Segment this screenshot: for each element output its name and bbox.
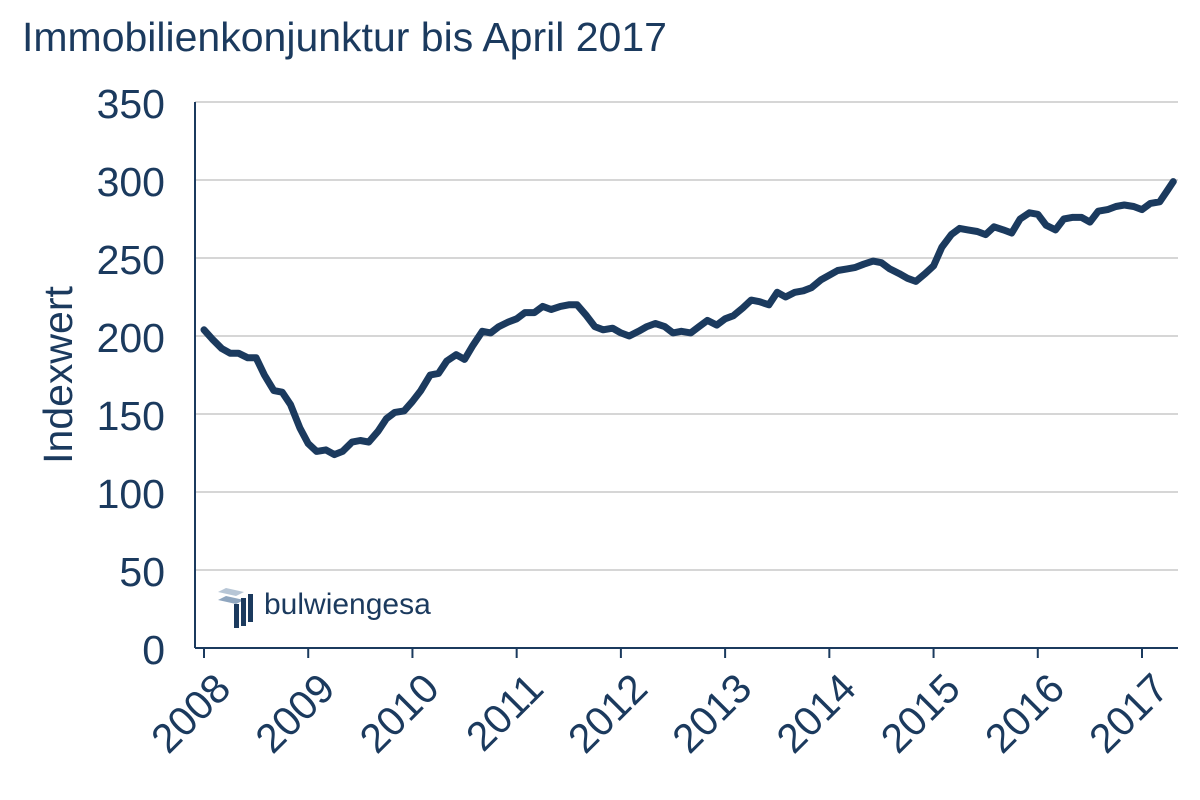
bulwiengesa-logo-icon (218, 588, 253, 628)
series-line (200, 178, 1177, 459)
logo-text: bulwiengesa (264, 588, 431, 621)
y-tick-label: 200 (97, 315, 165, 361)
axes (194, 102, 1178, 658)
x-tick-label: 2009 (246, 665, 343, 762)
y-tick-label: 350 (97, 81, 165, 127)
grid-lines (195, 101, 1178, 571)
x-tick-label: 2014 (768, 665, 865, 762)
brand-logo: bulwiengesa (216, 586, 431, 628)
x-tick-label: 2012 (559, 665, 656, 762)
x-tick-label: 2016 (976, 665, 1073, 762)
x-tick-labels: 2008 2009 2010 2011 2012 2013 2014 2015 2016 2017 (142, 665, 1177, 762)
y-tick-label: 50 (119, 549, 165, 595)
x-tick-label: 2010 (351, 665, 448, 762)
data-series (200, 178, 1177, 459)
chart-title: Immobilienkonjunktur bis April 2017 (22, 14, 667, 60)
x-tick-label: 2015 (872, 665, 969, 762)
y-tick-label: 250 (97, 237, 165, 283)
y-tick-label: 0 (142, 627, 165, 673)
y-tick-label: 150 (97, 393, 165, 439)
y-tick-label: 100 (97, 471, 165, 517)
x-tick-label: 2008 (142, 665, 239, 762)
x-tick-label: 2011 (457, 665, 552, 760)
y-axis-label: Indexwert (35, 286, 81, 464)
y-tick-label: 300 (97, 159, 165, 205)
x-tick-label: 2017 (1080, 665, 1177, 762)
y-tick-labels: 0 50 100 150 200 250 300 350 (97, 81, 165, 673)
x-tick-label: 2013 (663, 665, 760, 762)
